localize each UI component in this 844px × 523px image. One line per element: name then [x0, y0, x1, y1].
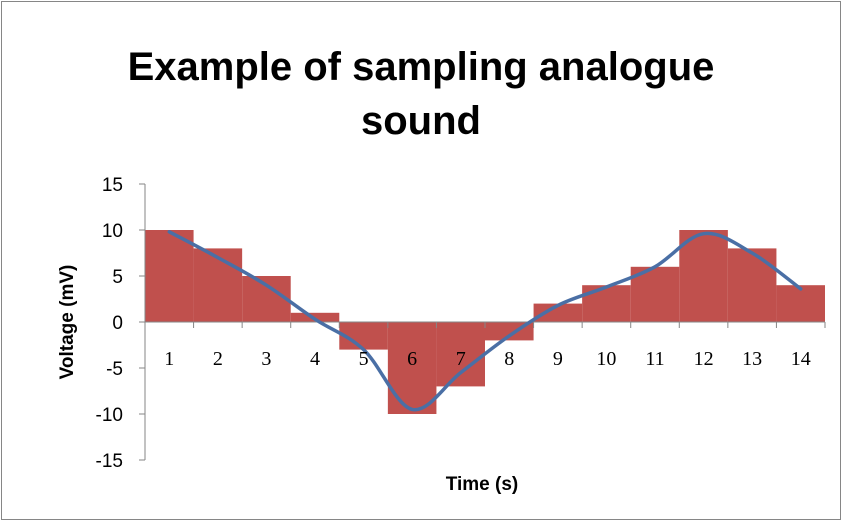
x-tick-label: 11 [645, 348, 664, 370]
x-tick-label: 9 [553, 348, 563, 370]
y-tick-label: 5 [112, 267, 123, 288]
y-tick-label: -5 [106, 359, 123, 380]
bar-14 [776, 285, 825, 322]
x-tick-label: 10 [596, 348, 616, 370]
axes-group [139, 183, 826, 461]
bar-3 [242, 276, 291, 322]
bar-6 [387, 322, 437, 414]
bar-2 [193, 248, 243, 322]
y-tick-label: 10 [102, 221, 123, 242]
sampled-signal-line [167, 230, 803, 412]
line-group [167, 230, 803, 412]
x-axis-title: Time (s) [446, 474, 519, 495]
chart-title-line-2: sound [361, 99, 481, 143]
chart-title-line-1: Example of sampling analogue [128, 45, 715, 89]
x-tick-label: 12 [694, 348, 714, 370]
y-tick-label: 15 [102, 175, 123, 196]
x-tick-label: 14 [791, 348, 811, 370]
x-tick-label: 6 [407, 348, 417, 370]
bar-1 [145, 230, 194, 322]
x-tick-label: 5 [359, 348, 369, 370]
y-tick-label: -15 [96, 451, 123, 472]
x-tick-label: 8 [504, 348, 514, 370]
x-tick-label: 3 [261, 348, 271, 370]
x-tick-label: 4 [310, 348, 320, 370]
x-tick-label: 7 [456, 348, 466, 370]
x-tick-label: 1 [164, 348, 174, 370]
y-axis-title: Voltage (mV) [57, 265, 78, 380]
bar-10 [582, 285, 631, 322]
bar-7 [436, 322, 485, 387]
y-tick-label: 0 [112, 313, 123, 334]
bar-9 [533, 303, 583, 322]
bar-13 [727, 248, 777, 322]
x-tick-label: 13 [742, 348, 762, 370]
y-tick-label: -10 [96, 405, 123, 426]
bar-12 [679, 230, 728, 322]
x-tick-label: 2 [213, 348, 223, 370]
